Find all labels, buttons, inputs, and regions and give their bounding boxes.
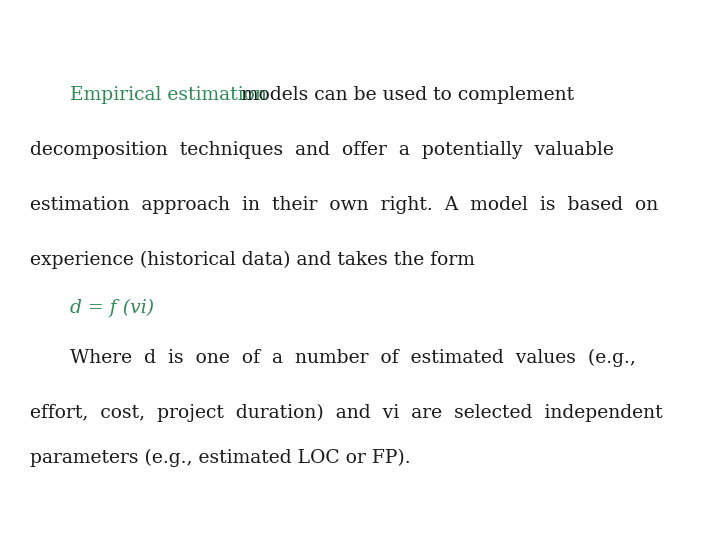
Text: models can be used to complement: models can be used to complement [235,86,574,104]
Text: estimation  approach  in  their  own  right.  A  model  is  based  on: estimation approach in their own right. … [30,196,658,214]
Text: Empirical estimation: Empirical estimation [70,86,267,104]
Text: Where  d  is  one  of  a  number  of  estimated  values  (e.g.,: Where d is one of a number of estimated … [70,349,636,367]
Text: Empirical estimation models can be used to complement: Empirical estimation models can be used … [70,86,606,104]
Text: parameters (e.g., estimated LOC or FP).: parameters (e.g., estimated LOC or FP). [30,449,410,467]
Text: experience (historical data) and takes the form: experience (historical data) and takes t… [30,251,475,269]
Text: decomposition  techniques  and  offer  a  potentially  valuable: decomposition techniques and offer a pot… [30,141,614,159]
Text: d = f (vi): d = f (vi) [70,299,154,317]
Text: effort,  cost,  project  duration)  and  vi  are  selected  independent: effort, cost, project duration) and vi a… [30,404,662,422]
